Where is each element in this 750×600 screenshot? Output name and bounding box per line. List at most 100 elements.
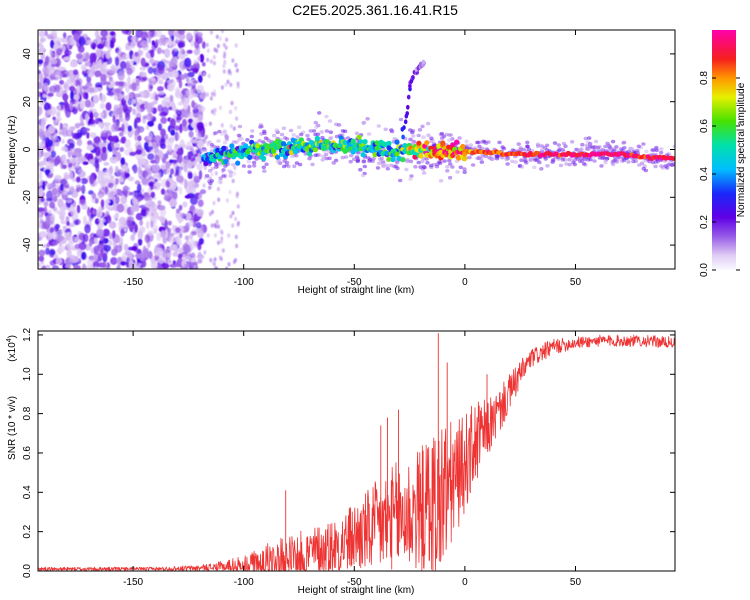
noise-cell bbox=[235, 243, 239, 249]
noise-cell bbox=[44, 30, 48, 37]
noise-cell bbox=[52, 241, 58, 246]
noise-cell bbox=[198, 74, 203, 83]
noise-cell bbox=[55, 118, 60, 124]
track-cell bbox=[215, 147, 221, 153]
noise-cell bbox=[182, 201, 188, 208]
halo-cell bbox=[500, 155, 505, 160]
noise-cell bbox=[100, 199, 105, 208]
noise-cell bbox=[183, 163, 188, 173]
noise-cell bbox=[182, 108, 191, 118]
noise-cell bbox=[139, 128, 144, 133]
noise-cell bbox=[82, 215, 87, 225]
halo-cell bbox=[420, 124, 425, 129]
noise-cell bbox=[176, 76, 182, 83]
halo-cell bbox=[263, 136, 269, 140]
noise-cell bbox=[140, 208, 147, 217]
noise-cell bbox=[208, 185, 211, 190]
noise-cell bbox=[229, 124, 233, 129]
track-cell bbox=[314, 135, 320, 141]
halo-cell bbox=[224, 137, 230, 142]
snr-y-label: SNR (10 * v/v) bbox=[7, 396, 18, 460]
noise-cell bbox=[147, 250, 153, 260]
halo-cell bbox=[319, 130, 324, 134]
noise-cell bbox=[114, 178, 119, 185]
noise-cell bbox=[104, 81, 111, 86]
halo-cell bbox=[564, 162, 569, 166]
spectrogram-x-tick-label: 50 bbox=[570, 277, 582, 288]
halo-cell bbox=[425, 161, 430, 165]
noise-cell bbox=[234, 43, 238, 48]
noise-cell bbox=[62, 93, 69, 102]
noise-cell bbox=[175, 91, 183, 99]
noise-cell bbox=[38, 198, 42, 205]
noise-cell bbox=[234, 106, 238, 111]
halo-cell bbox=[600, 156, 605, 160]
halo-cell bbox=[284, 160, 290, 165]
noise-cell bbox=[176, 154, 183, 164]
noise-cell bbox=[63, 100, 69, 109]
track-cell bbox=[243, 143, 249, 149]
noise-cell bbox=[149, 77, 156, 81]
noise-cell bbox=[48, 125, 56, 134]
noise-cell bbox=[129, 60, 134, 66]
noise-cell bbox=[92, 261, 100, 269]
halo-cell bbox=[202, 140, 207, 144]
noise-cell bbox=[96, 228, 104, 237]
halo-cell bbox=[639, 161, 644, 166]
noise-cell bbox=[54, 223, 60, 230]
noise-cell bbox=[133, 93, 141, 98]
noise-cell bbox=[137, 135, 142, 142]
noise-cell bbox=[140, 57, 146, 67]
noise-cell bbox=[62, 164, 67, 169]
noise-cell bbox=[113, 142, 121, 148]
noise-cell bbox=[186, 32, 192, 40]
track-cell bbox=[446, 144, 452, 150]
noise-cell bbox=[204, 134, 208, 140]
halo-cell bbox=[479, 160, 484, 164]
noise-cell bbox=[203, 250, 207, 255]
halo-cell bbox=[445, 169, 450, 173]
noise-cell bbox=[61, 146, 68, 152]
halo-cell bbox=[264, 162, 269, 167]
noise-cell bbox=[199, 189, 207, 195]
noise-cell bbox=[58, 66, 66, 71]
halo-cell bbox=[583, 136, 588, 141]
snr-spikes bbox=[285, 333, 488, 571]
track-cell bbox=[235, 160, 241, 166]
noise-cell bbox=[118, 176, 124, 183]
noise-cell bbox=[45, 198, 54, 202]
noise-cell bbox=[96, 43, 104, 49]
noise-cell bbox=[153, 135, 162, 142]
halo-cell bbox=[383, 127, 388, 132]
halo-cell bbox=[408, 137, 413, 142]
noise-cell bbox=[49, 249, 56, 256]
noise-cell bbox=[38, 72, 44, 83]
halo-cell bbox=[439, 131, 445, 136]
noise-cell bbox=[93, 112, 99, 119]
noise-cell bbox=[123, 149, 131, 156]
noise-cell bbox=[104, 199, 111, 204]
figure-title: C2E5.2025.361.16.41.R15 bbox=[292, 2, 458, 18]
track-cell bbox=[372, 152, 378, 158]
halo-cell bbox=[290, 154, 295, 159]
noise-cell bbox=[66, 36, 72, 46]
noise-cell bbox=[57, 104, 62, 110]
noise-cell bbox=[135, 128, 139, 136]
halo-cell bbox=[434, 164, 440, 169]
branch-cell bbox=[406, 104, 410, 110]
noise-cell bbox=[112, 214, 119, 219]
noise-cell bbox=[96, 208, 103, 218]
halo-cell bbox=[581, 161, 587, 166]
noise-cell bbox=[176, 109, 182, 117]
noise-cell bbox=[86, 75, 92, 84]
halo-cell bbox=[313, 153, 318, 158]
noise-cell bbox=[140, 40, 149, 48]
halo-cell bbox=[442, 159, 447, 163]
snr-x-tick-label: 0 bbox=[462, 577, 468, 588]
track-cell bbox=[424, 152, 430, 158]
halo-cell bbox=[317, 111, 322, 115]
halo-cell bbox=[261, 165, 266, 170]
noise-cell bbox=[93, 252, 99, 262]
noise-cell bbox=[141, 152, 147, 157]
noise-cell bbox=[42, 93, 47, 98]
